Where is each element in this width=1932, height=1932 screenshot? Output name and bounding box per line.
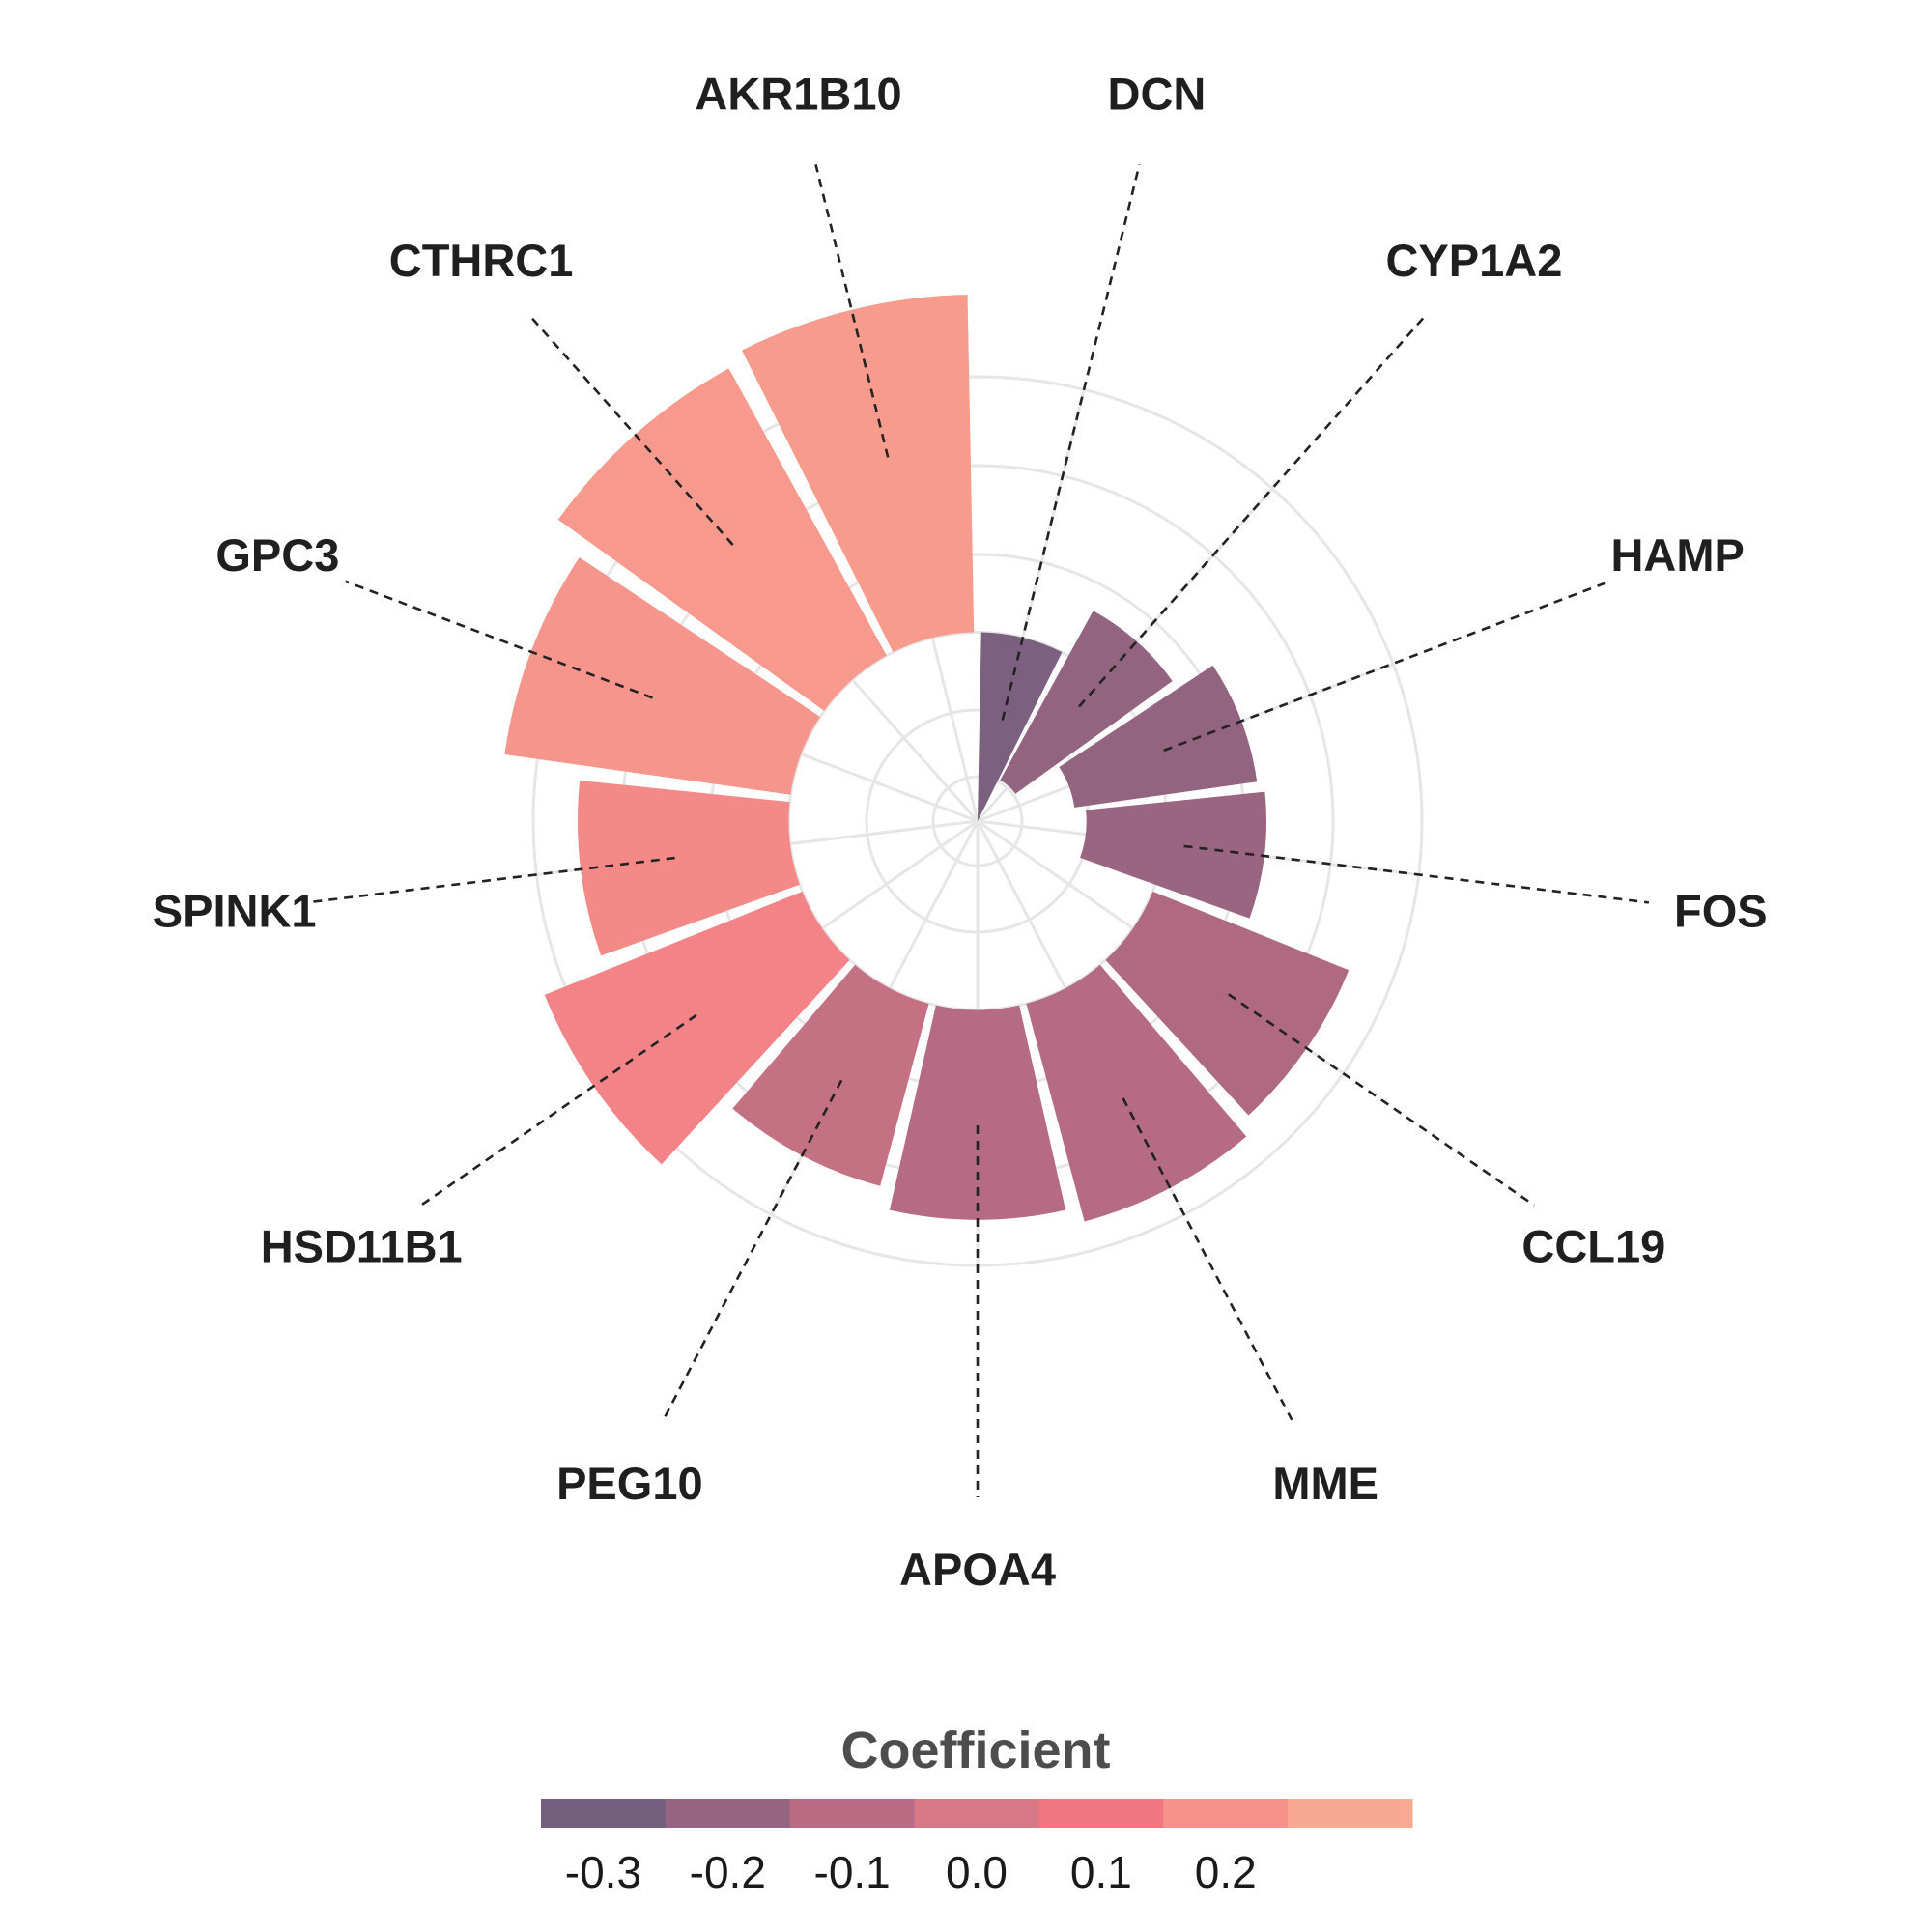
gene-label-fos: FOS bbox=[1674, 885, 1768, 936]
bars bbox=[504, 295, 1350, 1222]
bar-spink1 bbox=[578, 780, 800, 956]
legend-tick-label: -0.2 bbox=[690, 1847, 766, 1897]
legend-swatch bbox=[1038, 1799, 1164, 1828]
leader-line bbox=[662, 1079, 843, 1421]
gene-label-hsd11b1: HSD11B1 bbox=[261, 1220, 463, 1271]
legend-tick-label: -0.3 bbox=[565, 1847, 641, 1897]
gene-label-akr1b10: AKR1B10 bbox=[695, 69, 901, 120]
bar-fos bbox=[1080, 791, 1266, 919]
bar-gpc3 bbox=[504, 556, 821, 795]
legend-swatch bbox=[665, 1799, 791, 1828]
legend-tick-label: -0.1 bbox=[814, 1847, 891, 1897]
legend-title: Coefficient bbox=[840, 1721, 1110, 1779]
bar-peg10 bbox=[732, 964, 929, 1186]
bar-cthrc1 bbox=[557, 368, 887, 711]
color-legend: Coefficient -0.3 -0.2 -0.1 0.0 0.1 0.2 bbox=[541, 1721, 1413, 1897]
gene-label-ccl19: CCL19 bbox=[1521, 1220, 1665, 1271]
gene-labels: DCN CYP1A2 HAMP FOS CCL19 MME APOA4 PEG10 HSD11B… bbox=[153, 69, 1768, 1595]
gene-label-cyp1a2: CYP1A2 bbox=[1385, 235, 1562, 286]
legend-swatch bbox=[914, 1799, 1039, 1828]
leader-line bbox=[1001, 164, 1141, 721]
leader-line bbox=[1163, 580, 1610, 753]
gene-label-apoa4: APOA4 bbox=[899, 1544, 1056, 1595]
legend-tick-label: 0.2 bbox=[1195, 1847, 1257, 1897]
leader-line bbox=[814, 164, 890, 458]
gene-label-cthrc1: CTHRC1 bbox=[389, 235, 574, 286]
gene-label-peg10: PEG10 bbox=[556, 1458, 703, 1509]
leader-lines bbox=[305, 164, 1650, 1497]
leader-line bbox=[1183, 844, 1650, 904]
leader-line bbox=[305, 856, 675, 904]
gene-label-gpc3: GPC3 bbox=[215, 529, 339, 581]
gene-label-mme: MME bbox=[1272, 1458, 1378, 1509]
legend-colorbar bbox=[541, 1799, 1413, 1828]
bar-hamp bbox=[1059, 665, 1258, 808]
bar-dcn bbox=[978, 632, 1063, 821]
legend-swatch bbox=[541, 1799, 667, 1828]
leader-line bbox=[1078, 314, 1428, 708]
bar-akr1b10 bbox=[741, 295, 975, 653]
bar-cyp1a2 bbox=[1000, 611, 1173, 794]
gene-label-hamp: HAMP bbox=[1610, 529, 1744, 581]
leader-line bbox=[345, 580, 653, 699]
legend-swatch bbox=[789, 1799, 916, 1828]
leader-line bbox=[527, 314, 734, 546]
legend-swatch bbox=[1288, 1799, 1413, 1828]
legend-ticks: -0.3 -0.2 -0.1 0.0 0.1 0.2 bbox=[565, 1847, 1257, 1897]
bar-apoa4 bbox=[889, 1005, 1066, 1220]
gene-label-spink1: SPINK1 bbox=[153, 885, 317, 936]
bar-hsd11b1 bbox=[544, 891, 850, 1165]
legend-tick-label: 0.1 bbox=[1070, 1847, 1132, 1897]
bar-ccl19 bbox=[1105, 891, 1350, 1116]
bar-mme bbox=[1026, 964, 1247, 1222]
legend-swatch bbox=[1163, 1799, 1289, 1828]
leader-line bbox=[420, 1013, 697, 1207]
legend-tick-label: 0.0 bbox=[946, 1847, 1008, 1897]
gene-label-dcn: DCN bbox=[1108, 69, 1207, 120]
leader-line bbox=[1228, 993, 1535, 1207]
